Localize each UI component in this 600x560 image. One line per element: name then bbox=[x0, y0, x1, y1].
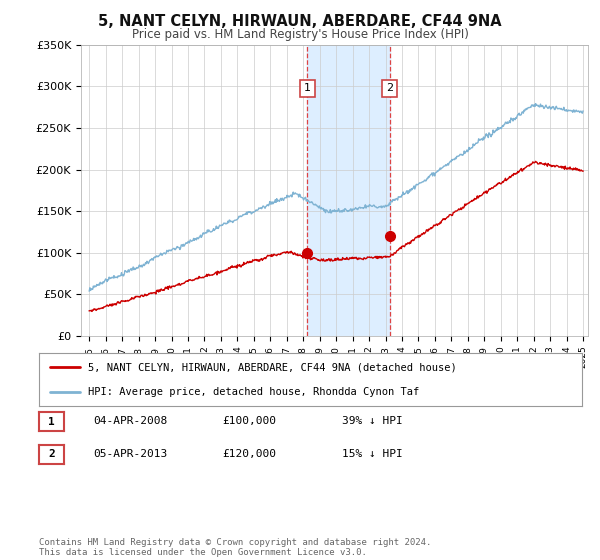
Text: 1: 1 bbox=[304, 83, 311, 94]
Text: £100,000: £100,000 bbox=[222, 416, 276, 426]
Text: 04-APR-2008: 04-APR-2008 bbox=[93, 416, 167, 426]
Text: Contains HM Land Registry data © Crown copyright and database right 2024.
This d: Contains HM Land Registry data © Crown c… bbox=[39, 538, 431, 557]
Bar bbox=[307, 45, 389, 336]
Text: 5, NANT CELYN, HIRWAUN, ABERDARE, CF44 9NA (detached house): 5, NANT CELYN, HIRWAUN, ABERDARE, CF44 9… bbox=[88, 362, 457, 372]
Text: £120,000: £120,000 bbox=[222, 449, 276, 459]
Text: 2: 2 bbox=[386, 83, 393, 94]
Text: 1: 1 bbox=[48, 417, 55, 427]
Text: 39% ↓ HPI: 39% ↓ HPI bbox=[342, 416, 403, 426]
Text: 5, NANT CELYN, HIRWAUN, ABERDARE, CF44 9NA: 5, NANT CELYN, HIRWAUN, ABERDARE, CF44 9… bbox=[98, 14, 502, 29]
Text: 05-APR-2013: 05-APR-2013 bbox=[93, 449, 167, 459]
Text: 15% ↓ HPI: 15% ↓ HPI bbox=[342, 449, 403, 459]
Text: Price paid vs. HM Land Registry's House Price Index (HPI): Price paid vs. HM Land Registry's House … bbox=[131, 28, 469, 41]
Text: 2: 2 bbox=[48, 449, 55, 459]
Text: HPI: Average price, detached house, Rhondda Cynon Taf: HPI: Average price, detached house, Rhon… bbox=[88, 386, 419, 396]
